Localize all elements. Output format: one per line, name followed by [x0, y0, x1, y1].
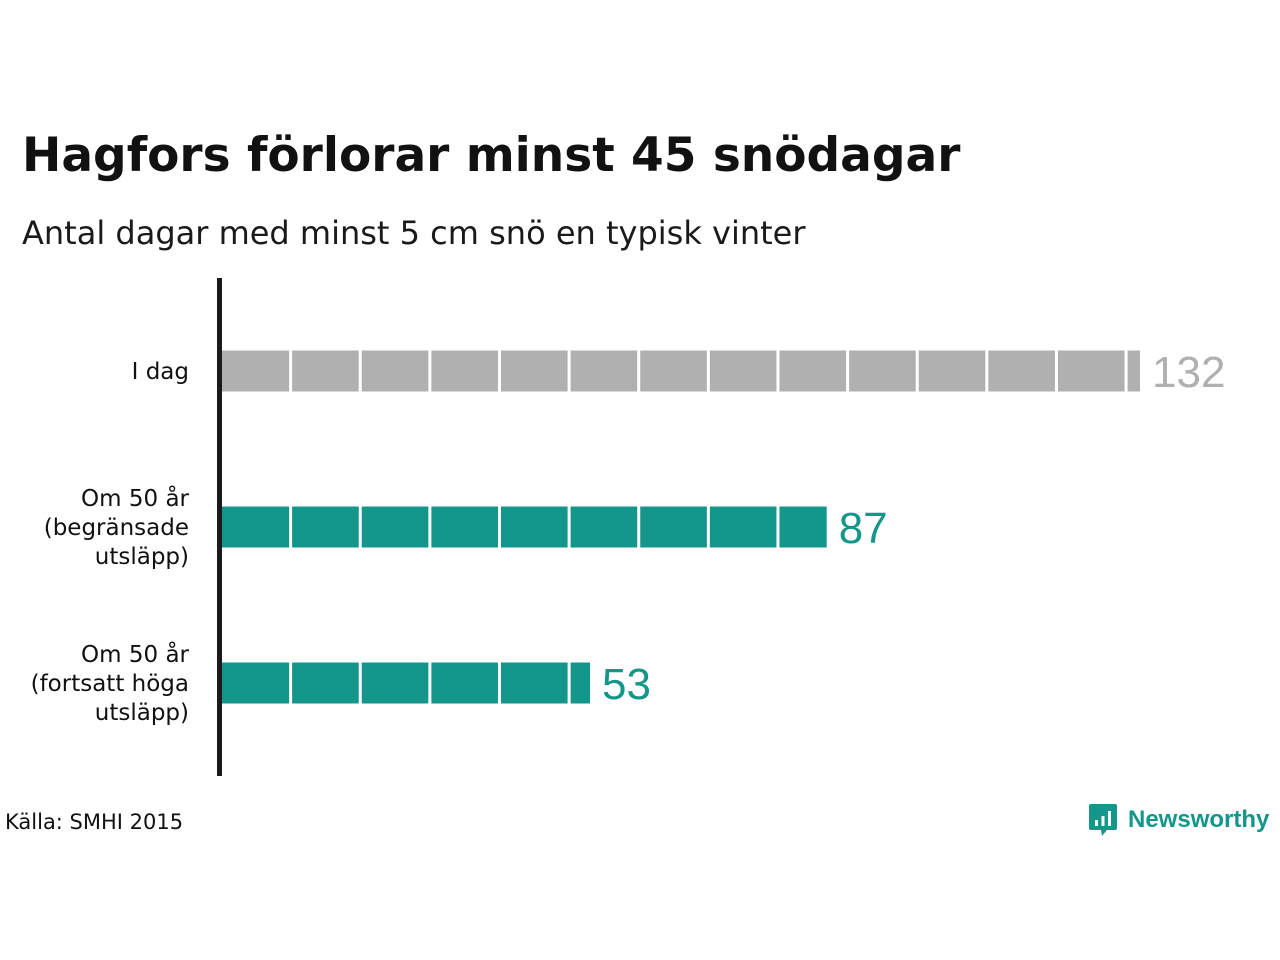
bar-segment-divider: [985, 350, 989, 392]
value-label-2: 53: [602, 660, 651, 709]
bar-segment-divider: [567, 662, 571, 704]
bar-1: [221, 506, 827, 548]
bar-segment-divider: [428, 350, 432, 392]
category-label-2: Om 50 år (fortsatt höga utsläpp): [31, 640, 190, 726]
bar-segment-divider: [567, 506, 571, 548]
bar-segment-divider: [428, 662, 432, 704]
category-label-1: Om 50 år (begränsade utsläpp): [44, 484, 190, 570]
bar-segment-divider: [1124, 350, 1128, 392]
category-label-0: I dag: [132, 359, 189, 385]
brand-logo: Newsworthy: [1088, 802, 1269, 838]
bar-segment-divider: [358, 506, 362, 548]
bar-segment-divider: [915, 350, 919, 392]
bar-2: [221, 662, 590, 704]
source-note: Källa: SMHI 2015: [5, 810, 184, 834]
value-label-0: 132: [1152, 348, 1225, 397]
bar-segment-divider: [776, 350, 780, 392]
chart-subtitle: Antal dagar med minst 5 cm snö en typisk…: [22, 214, 806, 252]
bar-segment-divider: [637, 506, 641, 548]
bar-segment-divider: [497, 506, 501, 548]
bar-segment-divider: [428, 506, 432, 548]
bar-segment-divider: [846, 350, 850, 392]
bar-segment-divider: [358, 350, 362, 392]
bar-segment-divider: [289, 662, 293, 704]
bar-segment-divider: [706, 506, 710, 548]
bar-segment-divider: [776, 506, 780, 548]
bar-segment-divider: [637, 350, 641, 392]
bar-segment-divider: [289, 350, 293, 392]
value-label-1: 87: [839, 504, 888, 553]
bar-segment-divider: [706, 350, 710, 392]
bar-segment-divider: [358, 662, 362, 704]
bar-segment-divider: [289, 506, 293, 548]
bar-segment-divider: [567, 350, 571, 392]
bar-segment-divider: [497, 350, 501, 392]
bar-segment-divider: [497, 662, 501, 704]
y-axis-line: [217, 278, 222, 776]
newsworthy-logo-icon: [1089, 804, 1117, 836]
bar-segment-divider: [1054, 350, 1058, 392]
chart-title: Hagfors förlorar minst 45 snödagar: [22, 128, 961, 183]
brand-name: Newsworthy: [1128, 806, 1270, 833]
